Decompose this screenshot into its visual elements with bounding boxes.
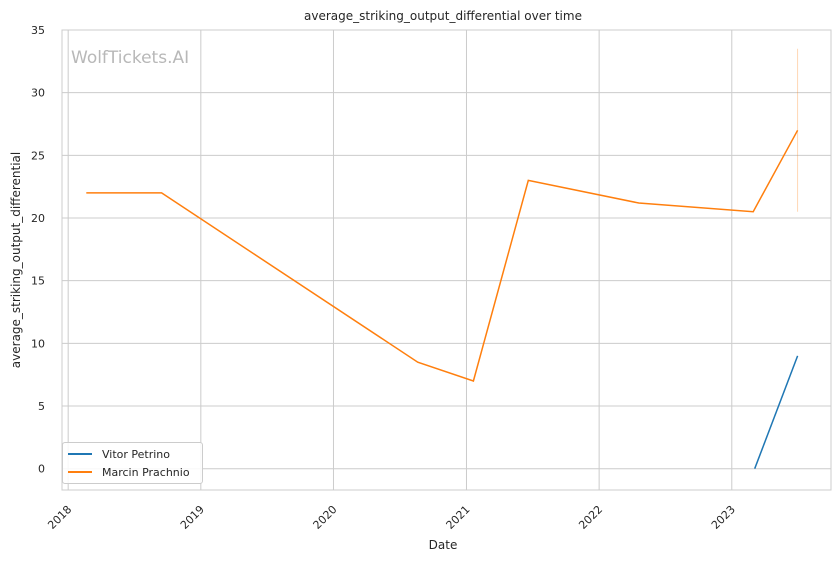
y-tick-label: 20 [31, 212, 45, 225]
legend-swatch-vitor-petrino [68, 453, 92, 455]
series-line-0 [753, 355, 799, 469]
series-layer [86, 48, 799, 469]
y-tick-label: 10 [31, 337, 45, 350]
y-tick-label: 15 [31, 275, 45, 288]
y-tick-label: 0 [38, 463, 45, 476]
x-tick-label: 2020 [311, 503, 340, 532]
x-tick-label: 2018 [45, 503, 74, 532]
x-tick-label: 2023 [709, 503, 738, 532]
watermark-text: WolfTickets.AI [71, 48, 190, 68]
x-tick-label: 2021 [444, 503, 473, 532]
x-axis-label: Date [429, 538, 458, 552]
legend-item-marcin-prachnio: Marcin Prachnio [68, 464, 190, 480]
y-tick-label: 25 [31, 149, 45, 162]
legend-label-marcin-prachnio: Marcin Prachnio [102, 465, 190, 479]
y-axis-label: average_striking_output_differential [9, 152, 23, 368]
grid-lines [62, 29, 831, 490]
y-tick-label: 30 [31, 87, 45, 100]
legend-label-vitor-petrino: Vitor Petrino [102, 447, 171, 461]
y-tick-label: 35 [31, 24, 45, 37]
legend: Vitor Petrino Marcin Prachnio [62, 442, 203, 484]
plot-frame [61, 29, 832, 491]
legend-swatch-marcin-prachnio [68, 471, 92, 473]
series-line-1 [86, 129, 799, 382]
legend-item-vitor-petrino: Vitor Petrino [68, 446, 170, 462]
chart-title: average_striking_output_differential ove… [304, 9, 582, 23]
x-tick-label: 2019 [178, 503, 207, 532]
y-tick-label: 5 [38, 400, 45, 413]
x-tick-label: 2022 [576, 503, 605, 532]
